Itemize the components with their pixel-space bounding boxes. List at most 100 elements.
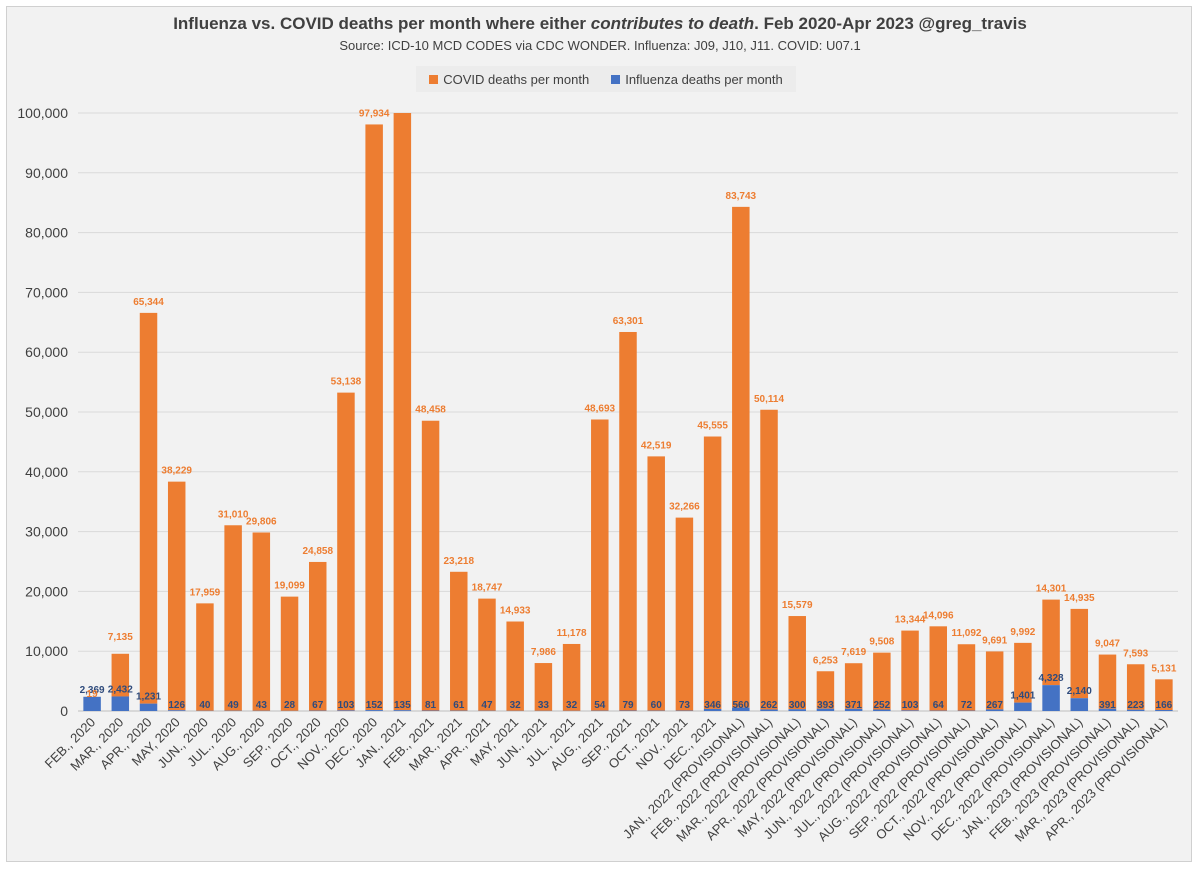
data-label-covid: 23,218 <box>443 556 474 567</box>
data-label-influenza: 371 <box>845 700 862 711</box>
bar-covid <box>196 603 214 711</box>
title-text: Influenza vs. COVID deaths per month whe… <box>173 14 591 33</box>
data-label-influenza: 32 <box>510 700 522 711</box>
data-label-influenza: 73 <box>679 700 691 711</box>
data-label-influenza: 393 <box>817 700 834 711</box>
data-label-influenza: 64 <box>933 700 945 711</box>
data-label-covid: 45,555 <box>697 421 728 432</box>
data-label-influenza: 47 <box>481 700 493 711</box>
data-label-influenza: 135 <box>394 700 411 711</box>
bar-influenza <box>337 710 355 711</box>
data-label-influenza: 252 <box>874 700 891 711</box>
bar-influenza <box>732 707 750 711</box>
bar-covid <box>1042 599 1060 686</box>
bar-covid <box>224 525 242 711</box>
bar-covid <box>647 456 665 711</box>
data-label-covid: 63,301 <box>613 316 644 327</box>
data-label-covid: 50,114 <box>754 394 784 405</box>
data-label-covid: 14,933 <box>500 606 531 617</box>
data-label-influenza: 43 <box>256 700 268 711</box>
data-label-influenza: 33 <box>538 700 550 711</box>
data-label-covid: 42,519 <box>641 440 672 451</box>
data-label-influenza: 60 <box>651 700 663 711</box>
y-tick-label: 30,000 <box>25 524 68 540</box>
bar-covid <box>421 420 440 711</box>
data-label-covid: 15,579 <box>782 600 813 611</box>
title-text-end: . Feb 2020-Apr 2023 @greg_travis <box>754 14 1027 33</box>
data-label-influenza: 300 <box>789 700 806 711</box>
chart-title: Influenza vs. COVID deaths per month whe… <box>0 14 1200 34</box>
bar-covid <box>1155 679 1173 711</box>
bar-covid <box>1070 608 1089 699</box>
bar-influenza <box>760 709 778 711</box>
data-label-covid: 24,858 <box>302 546 333 557</box>
bar-covid <box>957 644 976 711</box>
legend-swatch-covid <box>429 74 439 84</box>
data-label-influenza: 28 <box>284 700 296 711</box>
bar-covid <box>139 312 158 704</box>
y-tick-label: 60,000 <box>25 344 68 360</box>
bar-influenza <box>1155 710 1173 711</box>
data-label-covid: 9,992 <box>1010 627 1035 638</box>
y-tick-label: 20,000 <box>25 583 68 599</box>
data-label-influenza: 267 <box>986 700 1003 711</box>
data-label-covid: 13,344 <box>895 615 926 626</box>
data-label-covid: 32,266 <box>669 502 700 513</box>
bar-influenza <box>167 710 186 711</box>
title-emphasis: contributes to death <box>590 14 755 33</box>
y-tick-label: 90,000 <box>25 165 68 181</box>
bar-covid <box>985 651 1004 710</box>
bar-covid <box>1098 654 1117 709</box>
data-label-influenza: 79 <box>622 700 634 711</box>
data-label-influenza: 81 <box>425 700 437 711</box>
y-tick-label: 10,000 <box>25 643 68 659</box>
data-label-influenza: 166 <box>1156 700 1173 711</box>
bar-influenza <box>844 708 863 711</box>
data-label-covid: 14,301 <box>1036 584 1067 595</box>
bar-influenza <box>111 696 130 711</box>
bar-covid <box>478 598 496 711</box>
bar-covid <box>675 517 694 711</box>
data-label-covid: 9,508 <box>869 637 894 648</box>
chart-subtitle: Source: ICD-10 MCD CODES via CDC WONDER.… <box>339 38 861 53</box>
bar-influenza <box>1014 702 1032 711</box>
y-tick-label: 0 <box>60 703 68 719</box>
bar-covid <box>703 436 722 709</box>
data-label-influenza: 2,432 <box>108 684 133 695</box>
data-label-influenza: 2,369 <box>80 685 105 696</box>
bar-influenza <box>393 710 412 711</box>
bar-covid <box>337 392 355 711</box>
data-label-influenza: 72 <box>961 700 973 711</box>
data-label-covid: 48,458 <box>415 405 446 416</box>
bar-covid <box>1014 642 1032 703</box>
y-tick-label: 50,000 <box>25 404 68 420</box>
bar-influenza <box>816 708 835 711</box>
data-label-influenza: 67 <box>312 700 324 711</box>
data-label-influenza: 223 <box>1127 700 1144 711</box>
legend-item-flu: Influenza deaths per month <box>611 72 783 87</box>
y-tick-label: 100,000 <box>17 105 68 121</box>
bar-covid <box>929 626 947 711</box>
legend-swatch-flu <box>611 74 621 84</box>
data-label-influenza: 126 <box>168 700 185 711</box>
data-label-influenza: 54 <box>594 700 606 711</box>
data-label-covid: 83,743 <box>726 191 757 202</box>
bar-covid <box>252 532 271 711</box>
data-label-covid: 5,131 <box>1151 663 1176 674</box>
data-label-influenza: 346 <box>704 700 721 711</box>
bar-influenza <box>901 710 919 711</box>
data-label-covid: 19 <box>87 689 99 700</box>
bar-covid <box>591 419 609 711</box>
data-label-covid: 17,959 <box>190 587 221 598</box>
data-label-influenza: 40 <box>199 700 211 711</box>
y-tick-label: 40,000 <box>25 464 68 480</box>
bar-covid <box>365 124 383 711</box>
data-label-influenza: 49 <box>228 700 240 711</box>
data-label-covid: 7,135 <box>108 632 133 643</box>
bar-covid <box>788 616 806 710</box>
data-label-covid: 18,747 <box>472 583 503 594</box>
legend-label-flu: Influenza deaths per month <box>625 71 783 87</box>
bar-covid <box>901 630 919 711</box>
bar-influenza <box>83 696 101 711</box>
